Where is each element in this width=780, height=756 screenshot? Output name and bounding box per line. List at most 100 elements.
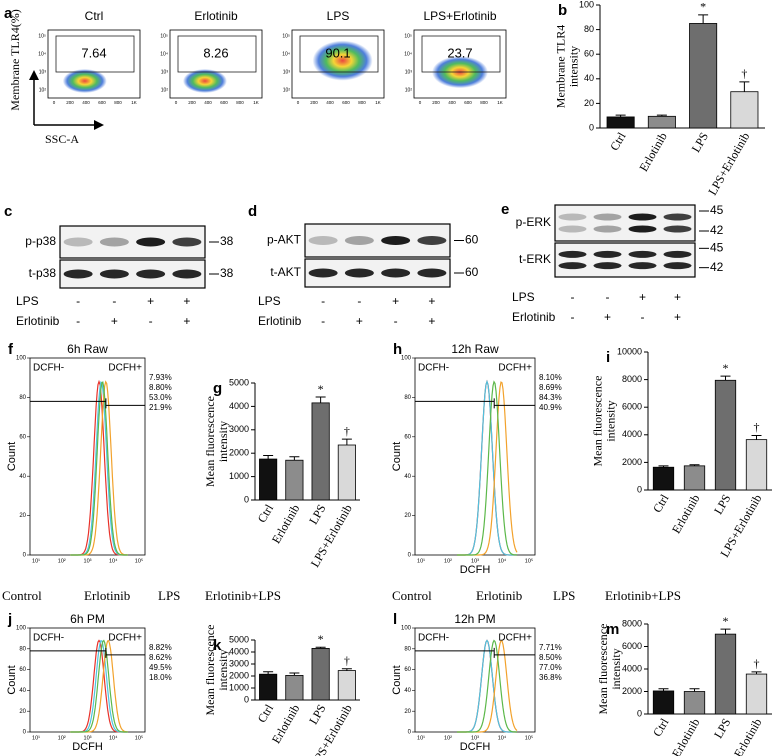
- error-bar: [341, 668, 352, 671]
- y-tick-label: 40: [19, 688, 26, 694]
- y-tick-label: 10²: [405, 87, 413, 93]
- x-tick-label: Ctrl: [255, 701, 277, 725]
- y-axis-label: Count: [6, 665, 18, 694]
- gate-percent: 77.0%: [539, 663, 562, 672]
- x-tick-label: 10⁵: [525, 734, 533, 741]
- x-tick-label: 800: [114, 100, 122, 105]
- histogram-curve: [457, 380, 518, 556]
- x-tick-label: 10³: [84, 735, 92, 741]
- bar: [689, 23, 718, 129]
- plot-title: LPS+Erlotinib: [423, 9, 496, 23]
- y-tick-label: 40: [584, 73, 594, 83]
- size-marker: 38: [220, 266, 234, 280]
- treatment-label: LPS: [512, 290, 535, 304]
- plot-title: Ctrl: [85, 9, 104, 23]
- y-axis-label: intensity: [609, 648, 623, 689]
- bar: [259, 458, 278, 501]
- y-tick-label: 10²: [283, 87, 291, 93]
- arrow-head: [94, 120, 104, 130]
- treatment-sign: +: [674, 310, 681, 324]
- blot-band: [136, 269, 166, 279]
- significance-marker: †: [754, 420, 760, 434]
- x-tick-label: 600: [220, 100, 228, 105]
- plot-title: 12h Raw: [451, 342, 499, 356]
- error-bar: [698, 14, 709, 24]
- blot-label: p-p38: [25, 234, 56, 248]
- y-axis-label: Membrane TLR4(%): [8, 9, 22, 110]
- blot-band: [381, 268, 411, 278]
- x-tick-label: 600: [98, 100, 106, 105]
- y-axis-label: Count: [391, 665, 403, 694]
- legend-label: Erlotinib: [476, 588, 522, 603]
- error-bar: [751, 434, 762, 440]
- x-axis-label: DCFH: [460, 741, 491, 753]
- x-tick-label: 400: [448, 100, 456, 105]
- plot-title: Erlotinib: [194, 9, 238, 23]
- blot-band: [172, 237, 202, 247]
- y-tick-label: 10⁴: [404, 51, 412, 57]
- error-bar: [689, 464, 700, 466]
- y-tick-label: 2000: [229, 448, 249, 458]
- panel-letter: l: [393, 611, 397, 628]
- treatment-sign: -: [321, 294, 325, 308]
- x-tick-label: 1K: [497, 100, 503, 105]
- y-tick-label: 10³: [283, 69, 291, 75]
- gate-percent: 49.5%: [149, 663, 172, 672]
- legend-label: Erlotinib: [84, 588, 130, 603]
- y-tick-label: 2000: [622, 686, 642, 696]
- blot-band: [593, 225, 622, 233]
- blot-band: [172, 269, 202, 279]
- bar: [652, 690, 675, 715]
- treatment-label: Erlotinib: [512, 310, 556, 324]
- y-axis-label: Membrane TLR4: [553, 25, 567, 108]
- treatment-sign: -: [321, 314, 325, 328]
- blot-band: [558, 213, 587, 221]
- panel-letter: k: [213, 637, 222, 654]
- y-tick-label: 0: [23, 730, 27, 736]
- y-axis-label: intensity: [566, 46, 580, 87]
- y-tick-label: 2000: [622, 457, 642, 467]
- y-tick-label: 60: [584, 49, 594, 59]
- y-tick-label: 0: [408, 553, 412, 559]
- y-tick-label: 3000: [229, 424, 249, 434]
- blot-band: [628, 213, 657, 221]
- size-marker: 42: [710, 223, 724, 237]
- y-tick-label: 80: [19, 395, 26, 401]
- x-tick-label: 0: [53, 100, 56, 105]
- gate-percent: 18.0%: [149, 673, 172, 682]
- y-axis-label: Count: [6, 442, 18, 471]
- panel-letter: h: [393, 341, 402, 358]
- gate-percent: 8.10%: [539, 373, 562, 382]
- gate-value: 7.64: [81, 45, 106, 60]
- gate-label: DCFH-: [418, 633, 449, 644]
- x-tick-label: 600: [342, 100, 350, 105]
- plot-frame: [414, 357, 536, 556]
- treatment-label: LPS: [258, 294, 281, 308]
- y-tick-label: 10³: [161, 69, 169, 75]
- x-tick-label: 800: [480, 100, 488, 105]
- bar: [311, 648, 330, 701]
- x-tick-label: LPS+Erlotinib: [705, 130, 752, 198]
- y-tick-label: 20: [404, 513, 411, 519]
- x-tick-label: 10¹: [32, 558, 40, 564]
- plot-frame: [414, 627, 536, 733]
- y-tick-label: 10⁵: [282, 33, 290, 39]
- blot-band: [663, 262, 692, 270]
- x-tick-label: LPS: [306, 502, 328, 527]
- panel-letter: c: [4, 203, 12, 220]
- error-bar: [263, 671, 274, 675]
- error-bar: [315, 646, 326, 649]
- y-tick-label: 4000: [229, 401, 249, 411]
- panel-letter: d: [248, 203, 257, 220]
- bar: [745, 673, 768, 715]
- y-tick-label: 100: [401, 626, 412, 632]
- significance-marker: *: [318, 382, 324, 396]
- x-tick-label: 10¹: [417, 558, 425, 564]
- y-axis-label: Count: [391, 442, 403, 471]
- x-tick-label: 0: [297, 100, 300, 105]
- blot-band: [136, 237, 166, 247]
- y-tick-label: 40: [404, 474, 411, 480]
- x-tick-label: LPS: [711, 716, 733, 741]
- blot-band: [663, 250, 692, 258]
- gate-label: DCFH-: [418, 363, 449, 374]
